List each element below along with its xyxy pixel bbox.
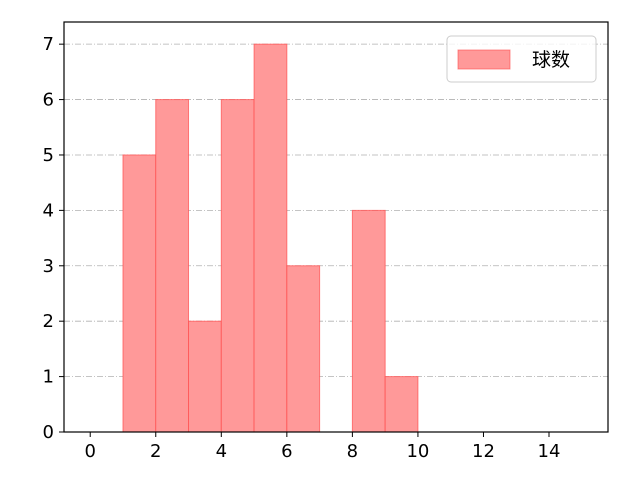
y-tick-label: 5 — [43, 145, 54, 166]
legend-swatch — [457, 49, 511, 70]
histogram-bar — [220, 99, 255, 433]
x-tick-label: 4 — [216, 441, 227, 462]
bars — [122, 43, 419, 433]
histogram-bar — [188, 320, 222, 433]
plot-frame — [63, 21, 609, 433]
histogram-bar — [286, 265, 321, 433]
y-tick-label: 2 — [43, 311, 54, 332]
y-tick-label: 1 — [43, 367, 54, 388]
y-tick-label: 7 — [43, 34, 54, 55]
y-tick-label: 3 — [43, 256, 54, 277]
histogram-bar — [384, 376, 419, 433]
legend-box — [446, 35, 597, 83]
y-tick-label: 0 — [43, 422, 54, 443]
x-tick-label: 0 — [84, 441, 95, 462]
x-tick-label: 2 — [150, 441, 161, 462]
y-axis: 0 1 2 3 4 5 6 7 — [43, 34, 64, 443]
x-tick-label: 6 — [281, 441, 292, 462]
y-tick-label: 6 — [43, 90, 54, 111]
x-tick-label: 14 — [538, 441, 561, 462]
legend: 球数 — [446, 35, 597, 83]
x-tick-label: 8 — [347, 441, 358, 462]
y-tick-label: 4 — [43, 200, 54, 221]
histogram-bar — [351, 209, 386, 433]
histogram-bar — [122, 154, 157, 433]
histogram-bar — [155, 99, 190, 433]
legend-label: 球数 — [532, 49, 570, 71]
x-tick-label: 10 — [406, 441, 429, 462]
histogram-bar — [253, 43, 288, 433]
x-tick-label: 12 — [472, 441, 495, 462]
x-axis: 0 2 4 6 8 10 12 14 — [84, 432, 560, 462]
